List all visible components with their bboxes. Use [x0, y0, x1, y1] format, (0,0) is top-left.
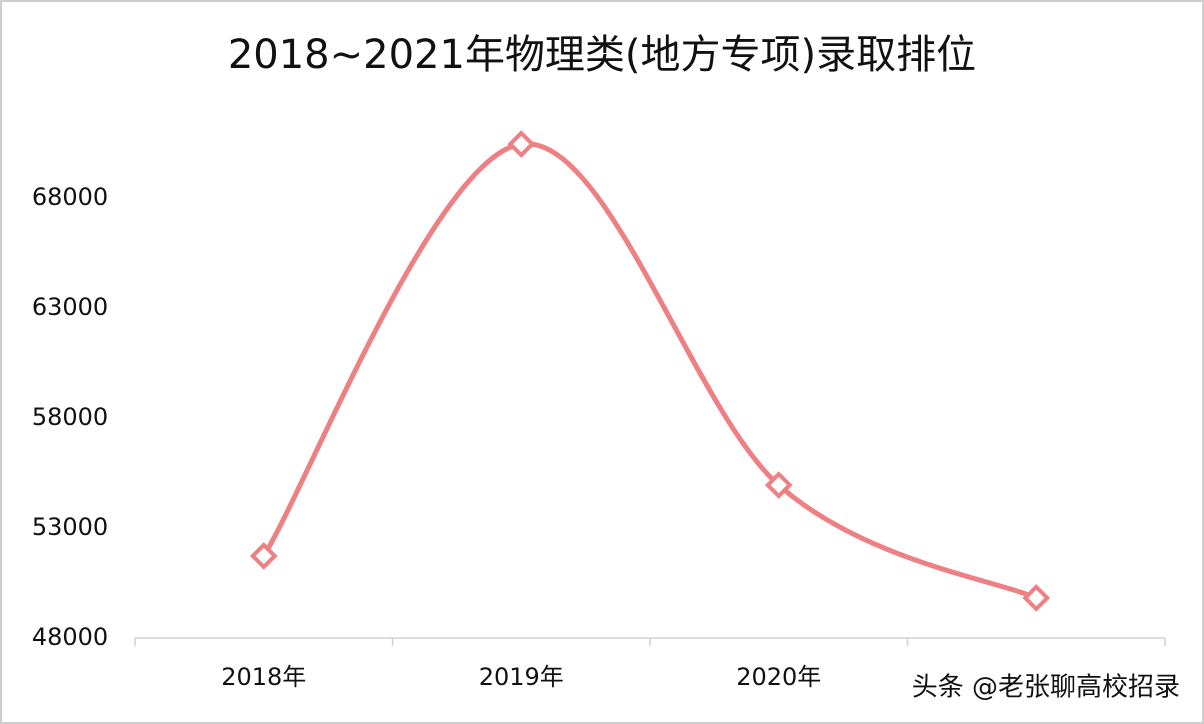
- y-tick-label: 58000: [32, 403, 108, 431]
- point-marker: [764, 471, 793, 499]
- x-tick-label: 2020年: [736, 663, 821, 691]
- point-marker: [507, 130, 536, 158]
- series-line: [261, 141, 1038, 601]
- chart-title: 2018~2021年物理类(地方专项)录取排位: [228, 32, 976, 78]
- x-tick-label: 2019年: [479, 663, 564, 691]
- y-tick-label: 63000: [32, 293, 108, 321]
- point-marker: [249, 542, 278, 570]
- y-tick-label: 68000: [32, 183, 108, 211]
- point-marker: [1022, 584, 1051, 612]
- y-tick-label: 48000: [32, 623, 108, 651]
- watermark: 头条 @老张聊高校招录: [912, 673, 1180, 703]
- y-tick-label: 53000: [32, 513, 108, 541]
- x-tick-label: 2018年: [221, 663, 306, 691]
